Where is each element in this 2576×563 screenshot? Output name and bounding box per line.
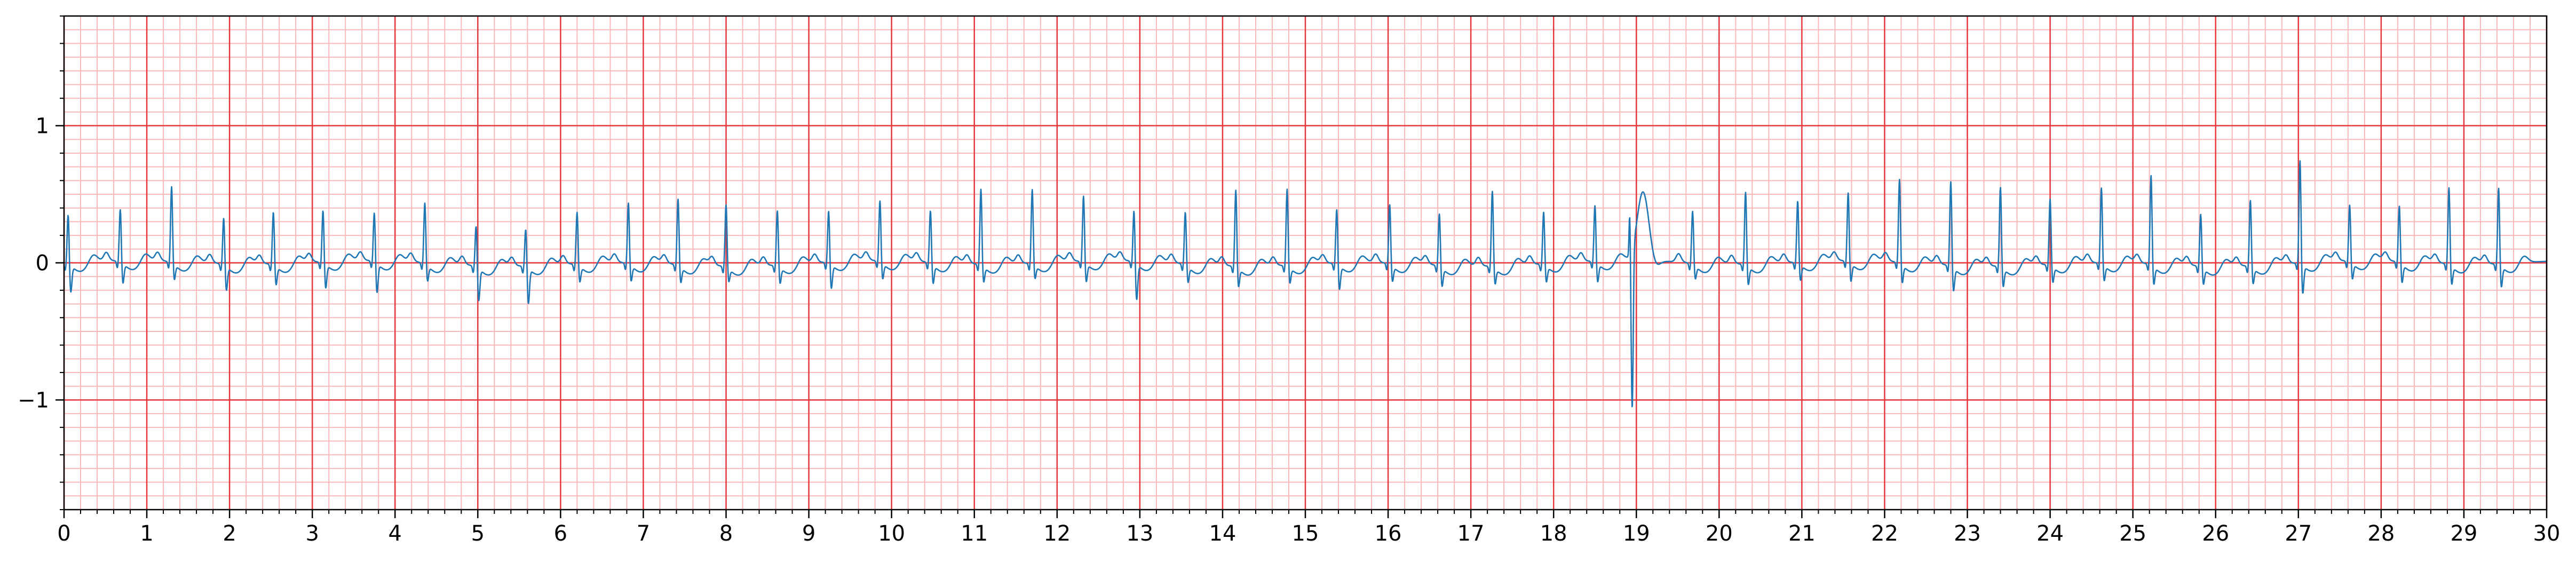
x-tick-label: 9 bbox=[802, 521, 815, 546]
y-axis-ticks: −1 0 1 bbox=[18, 15, 64, 510]
x-tick-label: 17 bbox=[1457, 521, 1485, 546]
x-tick-label: 3 bbox=[305, 521, 319, 546]
x-tick-label: 7 bbox=[637, 521, 650, 546]
trace-layer bbox=[63, 160, 2547, 408]
x-tick-label: 22 bbox=[1871, 521, 1898, 546]
x-tick-label: 13 bbox=[1126, 521, 1153, 546]
y-tick-label: 0 bbox=[36, 251, 49, 276]
x-tick-label: 21 bbox=[1788, 521, 1816, 546]
x-tick-label: 11 bbox=[961, 521, 988, 546]
x-tick-label: 29 bbox=[2450, 521, 2477, 546]
x-tick-label: 30 bbox=[2533, 521, 2561, 546]
x-tick-label: 14 bbox=[1209, 521, 1236, 546]
x-tick-label: 2 bbox=[223, 521, 236, 546]
x-tick-label: 23 bbox=[1954, 521, 1981, 546]
ecg-trace-line bbox=[63, 160, 2547, 408]
major-grid bbox=[63, 16, 2548, 510]
x-axis-ticks: 0 1 2 3 4 5 6 7 8 9 10 11 12 13 14 15 16 17 18 19 20 21 22 23 24… bbox=[57, 510, 2560, 546]
x-tick-label: 18 bbox=[1540, 521, 1567, 546]
x-tick-label: 26 bbox=[2202, 521, 2229, 546]
x-tick-label: 16 bbox=[1375, 521, 1402, 546]
y-tick-label: 1 bbox=[36, 114, 49, 139]
y-tick-label: −1 bbox=[18, 388, 49, 413]
x-tick-label: 4 bbox=[389, 521, 402, 546]
x-tick-label: 1 bbox=[140, 521, 153, 546]
x-tick-label: 20 bbox=[1706, 521, 1733, 546]
x-tick-label: 15 bbox=[1292, 521, 1319, 546]
x-tick-label: 25 bbox=[2119, 521, 2146, 546]
x-tick-label: 8 bbox=[719, 521, 733, 546]
x-tick-label: 6 bbox=[554, 521, 567, 546]
x-tick-label: 10 bbox=[878, 521, 905, 546]
x-tick-label: 0 bbox=[57, 521, 70, 546]
x-tick-label: 12 bbox=[1043, 521, 1071, 546]
x-tick-label: 5 bbox=[471, 521, 485, 546]
x-tick-label: 24 bbox=[2036, 521, 2064, 546]
x-tick-label: 19 bbox=[1623, 521, 1650, 546]
x-tick-label: 28 bbox=[2367, 521, 2395, 546]
x-tick-label: 27 bbox=[2285, 521, 2312, 546]
